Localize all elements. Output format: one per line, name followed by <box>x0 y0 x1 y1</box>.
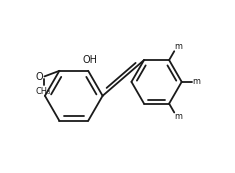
Text: O: O <box>36 72 43 82</box>
Text: OH: OH <box>82 55 98 65</box>
Text: CH₃: CH₃ <box>36 87 51 96</box>
Text: m: m <box>192 77 200 86</box>
Text: m: m <box>174 112 182 121</box>
Text: m: m <box>174 42 182 51</box>
